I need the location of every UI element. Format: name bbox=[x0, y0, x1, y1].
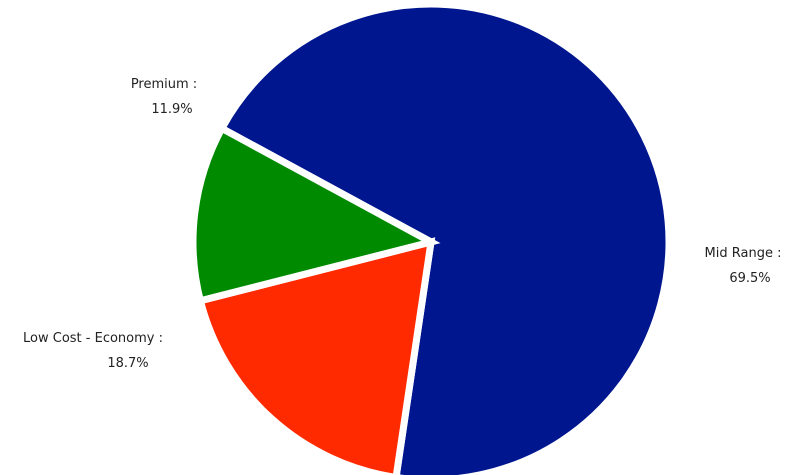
pie-slice-premium bbox=[189, 123, 441, 306]
pie-slice-mid-range bbox=[217, 0, 673, 475]
slice-label-premium: Premium : bbox=[131, 77, 197, 92]
slice-value-premium: 11.9% bbox=[151, 102, 192, 117]
slice-value-low-cost-economy: 18.7% bbox=[107, 356, 148, 371]
pie-slices bbox=[189, 0, 673, 475]
slice-label-mid-range: Mid Range : bbox=[705, 246, 782, 261]
pie-labels: Mid Range : 69.5% Low Cost - Economy : 1… bbox=[23, 77, 781, 371]
slice-label-low-cost-economy: Low Cost - Economy : bbox=[23, 331, 163, 346]
pie-slice-low-cost-economy bbox=[196, 237, 436, 475]
slice-value-mid-range: 69.5% bbox=[729, 271, 770, 286]
